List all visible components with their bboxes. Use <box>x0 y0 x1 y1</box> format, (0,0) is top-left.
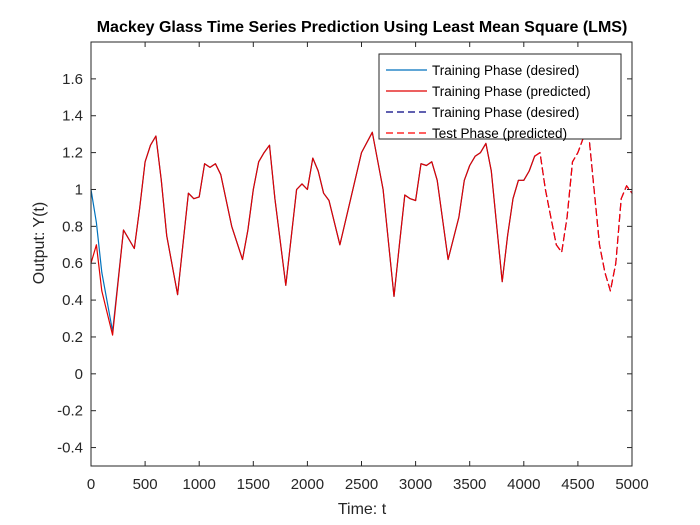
y-axis-title: Output: Y(t) <box>31 202 48 284</box>
x-axis-title: Time: t <box>338 501 387 518</box>
y-axis: -0.4 -0.2 0 0.2 0.4 0.6 0.8 1 1.2 1.4 1.6 <box>57 71 632 457</box>
x-tick-label: 500 <box>133 476 158 493</box>
x-tick-label: 1000 <box>183 476 216 493</box>
y-tick-label: -0.2 <box>57 403 83 420</box>
y-tick-label: 1 <box>75 181 83 198</box>
y-tick-label: 1.4 <box>62 108 83 125</box>
legend-label-2: Training Phase (predicted) <box>432 84 591 99</box>
series-line-2-training-phase-predicted-solid <box>90 131 536 336</box>
x-tick-label: 4000 <box>507 476 540 493</box>
y-tick-label: 0 <box>75 366 83 383</box>
legend-label-3: Training Phase (desired) <box>432 105 579 120</box>
legend-label-1: Training Phase (desired) <box>432 63 579 78</box>
legend-label-4: Test Phase (predicted) <box>432 126 567 141</box>
y-tick-label: 0.6 <box>62 255 83 272</box>
y-tick-label: 0.4 <box>62 292 83 309</box>
x-tick-label: 4500 <box>561 476 594 493</box>
chart-title: Mackey Glass Time Series Prediction Usin… <box>97 19 628 36</box>
x-tick-label: 3500 <box>453 476 486 493</box>
x-tick-label: 2000 <box>291 476 324 493</box>
x-axis: 0 500 1000 1500 2000 2500 3000 3500 4000 4500 5000 <box>87 42 649 493</box>
legend: Training Phase (desired) Training Phase (… <box>378 53 622 141</box>
y-tick-label: -0.4 <box>57 440 83 457</box>
y-tick-label: 1.2 <box>62 145 83 162</box>
y-tick-label: 1.6 <box>62 71 83 88</box>
x-tick-label: 0 <box>87 476 95 493</box>
x-tick-label: 1500 <box>237 476 270 493</box>
legend-box <box>378 53 622 140</box>
x-tick-label: 2500 <box>345 476 378 493</box>
y-tick-label: 0.2 <box>62 329 83 346</box>
x-tick-label: 5000 <box>615 476 648 493</box>
x-tick-label: 3000 <box>399 476 432 493</box>
y-tick-label: 0.8 <box>62 218 83 235</box>
